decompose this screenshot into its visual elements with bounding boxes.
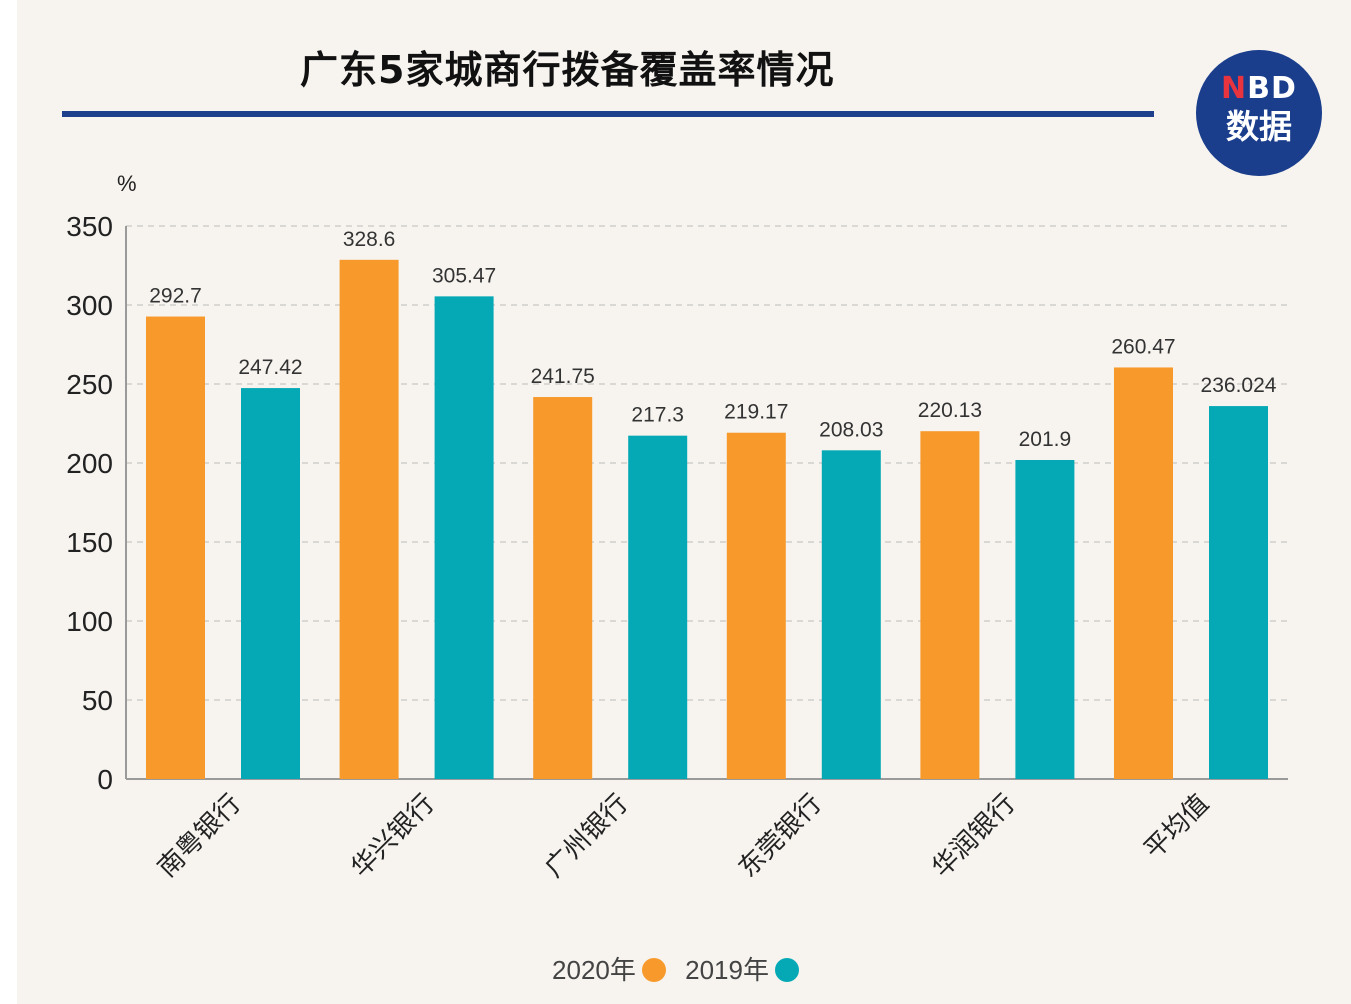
data-label: 241.75: [531, 365, 595, 388]
legend-label-2019: 2019年: [685, 955, 769, 985]
bar: [1114, 367, 1173, 779]
y-tick-label: 350: [66, 211, 113, 242]
y-tick-label: 150: [66, 527, 113, 558]
y-tick-label: 300: [66, 290, 113, 321]
legend-item-2020: 2020年: [552, 952, 666, 988]
nbd-data-logo: NBD 数据: [1196, 50, 1322, 176]
y-tick-label: 50: [82, 685, 113, 716]
data-label: 305.47: [432, 264, 496, 287]
data-label: 201.9: [1019, 428, 1072, 451]
bar: [821, 450, 881, 779]
data-label: 328.6: [343, 228, 396, 251]
bar: [628, 435, 688, 779]
data-label: 217.3: [631, 404, 684, 427]
bar: [339, 259, 399, 779]
x-tick-label: 华兴银行: [346, 789, 441, 884]
legend-label-2020: 2020年: [552, 955, 636, 985]
data-label: 208.03: [819, 418, 883, 441]
y-axis-unit-label: %: [117, 171, 137, 196]
bar: [241, 388, 300, 779]
legend-swatch-2019: [774, 958, 799, 982]
y-tick-label: 250: [66, 369, 113, 400]
x-tick-label: 东莞银行: [733, 789, 828, 884]
x-tick-label: 南粤银行: [152, 789, 247, 884]
legend-swatch-2020: [641, 958, 666, 982]
y-tick-label: 200: [66, 448, 113, 479]
legend: 2020年 2019年: [0, 952, 1351, 988]
y-tick-label: 0: [97, 764, 113, 795]
data-label: 247.42: [238, 356, 302, 379]
data-label: 219.17: [724, 401, 788, 424]
chart-title: 广东5家城商行拨备覆盖率情况: [300, 48, 835, 92]
bar: [434, 296, 494, 779]
title-underline: [62, 111, 1154, 117]
data-label: 220.13: [918, 399, 982, 422]
data-label: 260.47: [1111, 335, 1175, 358]
bar: [533, 397, 593, 779]
data-label: 236.024: [1201, 374, 1277, 397]
bar: [920, 431, 980, 779]
bar: [1015, 459, 1075, 779]
bar: [726, 432, 786, 779]
x-tick-label: 华润银行: [927, 789, 1022, 884]
bar: [146, 316, 205, 779]
data-label: 292.7: [149, 285, 202, 308]
x-tick-label: 广州银行: [539, 789, 634, 884]
y-tick-label: 100: [66, 606, 113, 637]
legend-item-2019: 2019年: [685, 952, 799, 988]
x-tick-label: 平均值: [1139, 789, 1215, 865]
bar: [1209, 406, 1268, 779]
